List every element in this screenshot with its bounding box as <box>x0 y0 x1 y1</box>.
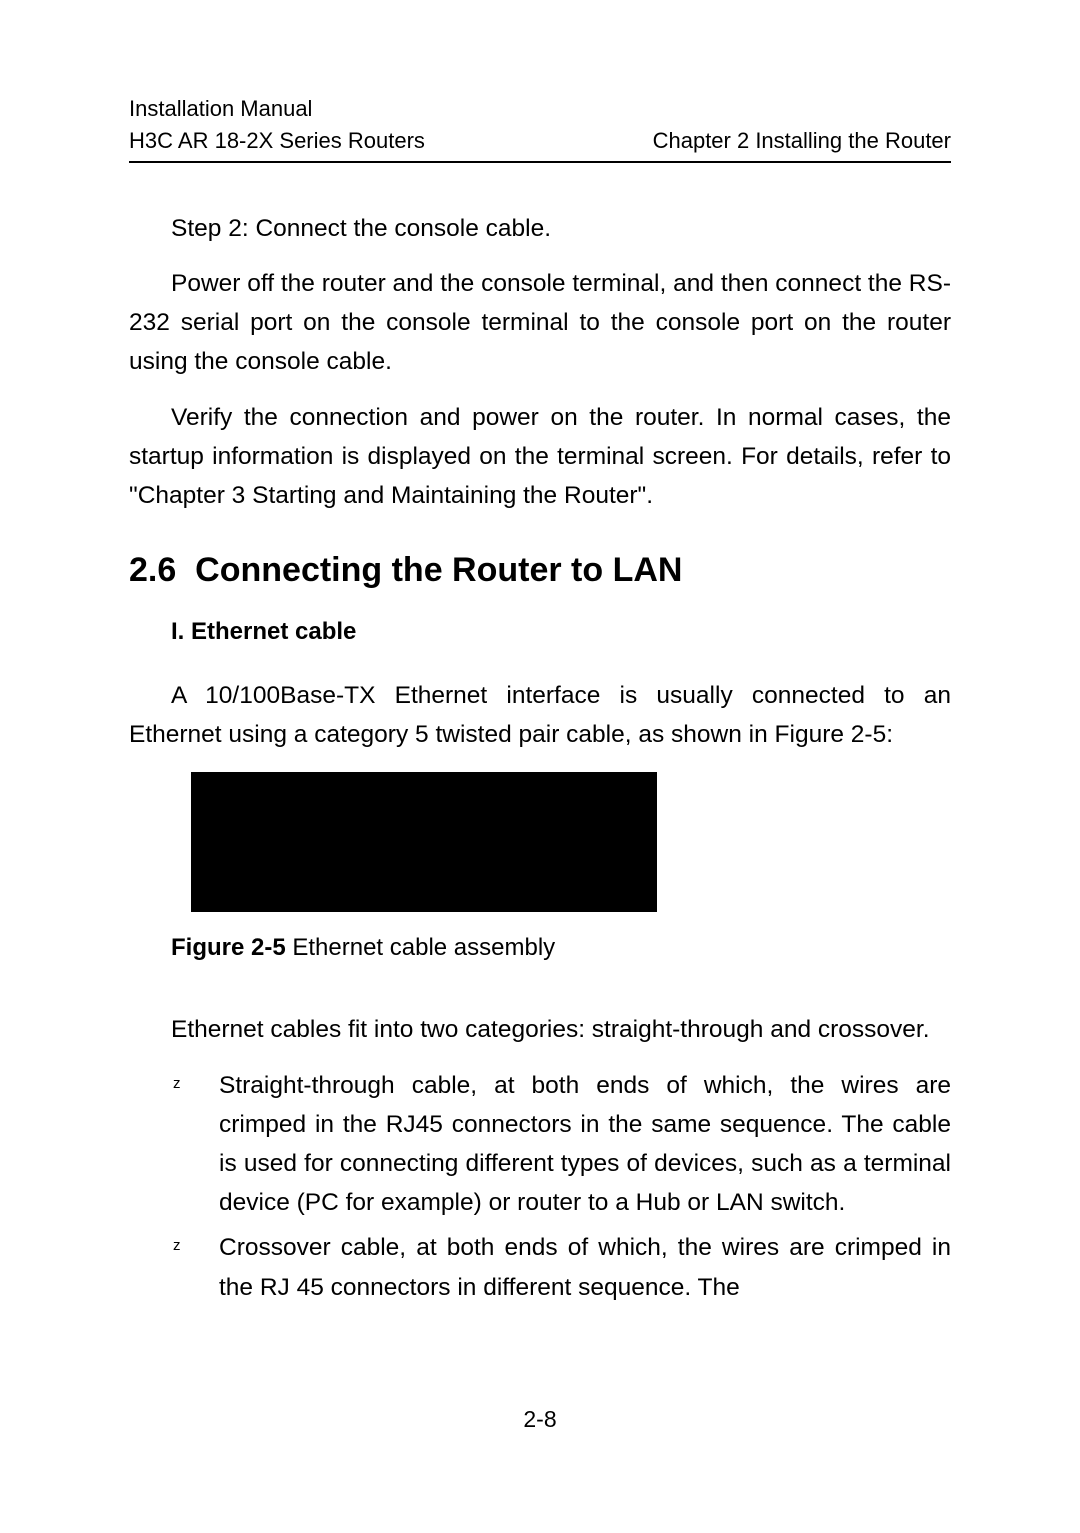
page-header: Installation Manual H3C AR 18-2X Series … <box>129 93 951 163</box>
header-product-name: H3C AR 18-2X Series Routers <box>129 125 425 157</box>
section-number: 2.6 <box>129 551 176 589</box>
bullet-list: z Straight-through cable, at both ends o… <box>171 1066 951 1307</box>
page-number: 2-8 <box>0 1406 1080 1433</box>
paragraph-verify: Verify the connection and power on the r… <box>129 398 951 516</box>
figure-ethernet-cable <box>191 772 657 912</box>
figure-label: Figure 2-5 <box>171 934 292 961</box>
figure-caption-text: Ethernet cable assembly <box>292 934 555 961</box>
header-row-2: H3C AR 18-2X Series Routers Chapter 2 In… <box>129 125 951 157</box>
bullet-text-straight: Straight-through cable, at both ends of … <box>219 1066 951 1223</box>
bullet-marker: z <box>171 1228 219 1306</box>
paragraph-ethernet-intro: A 10/100Base-TX Ethernet interface is us… <box>129 676 951 754</box>
bullet-text-crossover: Crossover cable, at both ends of which, … <box>219 1228 951 1306</box>
list-item: z Straight-through cable, at both ends o… <box>171 1066 951 1223</box>
figure-caption: Figure 2-5 Ethernet cable assembly <box>171 934 951 962</box>
header-chapter-title: Chapter 2 Installing the Router <box>653 125 951 157</box>
page-container: Installation Manual H3C AR 18-2X Series … <box>0 0 1080 1307</box>
paragraph-categories: Ethernet cables fit into two categories:… <box>129 1010 951 1049</box>
section-heading: 2.6 Connecting the Router to LAN <box>129 551 951 590</box>
step-line: Step 2: Connect the console cable. <box>129 209 951 248</box>
section-title: Connecting the Router to LAN <box>195 551 682 589</box>
bullet-marker: z <box>171 1066 219 1223</box>
header-manual-title: Installation Manual <box>129 93 312 125</box>
subsection-heading: I. Ethernet cable <box>171 618 951 646</box>
header-row-1: Installation Manual <box>129 93 951 125</box>
paragraph-power-off: Power off the router and the console ter… <box>129 264 951 382</box>
list-item: z Crossover cable, at both ends of which… <box>171 1228 951 1306</box>
